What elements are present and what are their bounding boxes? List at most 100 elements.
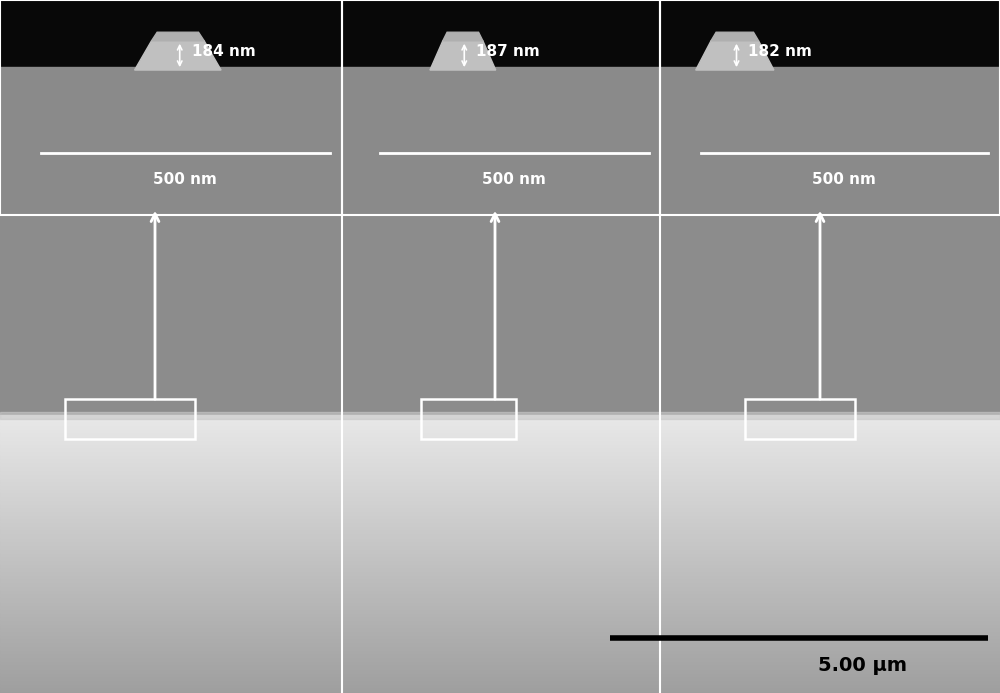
Bar [0, 570, 1000, 572]
Bar [0, 645, 1000, 647]
Bar [0, 643, 1000, 645]
Bar [0, 475, 1000, 477]
Bar [0, 476, 1000, 477]
Bar [0, 490, 1000, 491]
Bar [660, 0, 1000, 67]
Bar [0, 651, 1000, 652]
Bar [0, 454, 1000, 455]
Bar [0, 495, 1000, 496]
Bar [0, 665, 1000, 667]
Bar [0, 622, 1000, 624]
Bar [0, 552, 1000, 554]
Bar [0, 603, 1000, 604]
Bar [0, 549, 1000, 551]
Bar [0, 690, 1000, 692]
Bar [0, 620, 1000, 621]
Bar [0, 610, 1000, 612]
Bar [0, 670, 1000, 672]
Bar [0, 690, 1000, 691]
Bar [0, 681, 1000, 683]
Bar [0, 419, 1000, 421]
Bar [0, 667, 1000, 668]
Bar [0, 589, 1000, 590]
Bar [0, 676, 1000, 677]
Bar [0, 649, 1000, 651]
Bar [0, 424, 1000, 426]
Bar [0, 611, 1000, 613]
Bar [0, 455, 1000, 457]
Bar [0, 532, 1000, 533]
Bar [0, 648, 1000, 649]
Bar [0, 481, 1000, 482]
Bar [0, 473, 1000, 474]
Bar [0, 518, 1000, 519]
Bar [0, 609, 1000, 611]
Bar [0, 561, 1000, 563]
Bar [0, 592, 1000, 593]
Bar [0, 584, 1000, 586]
Bar [0, 515, 1000, 516]
Bar [0, 467, 1000, 468]
Bar [0, 686, 1000, 687]
Bar [0, 495, 1000, 497]
Bar [0, 421, 1000, 422]
Bar [0, 520, 1000, 521]
Bar [0, 647, 1000, 649]
Bar [0, 492, 1000, 493]
Bar [0, 415, 1000, 416]
Text: 182 nm: 182 nm [748, 44, 812, 60]
Bar [0, 498, 1000, 499]
Bar [0, 629, 1000, 631]
Bar [0, 669, 1000, 671]
Bar [0, 457, 1000, 459]
Bar [0, 432, 1000, 435]
Bar [0, 493, 1000, 495]
Bar [0, 547, 1000, 549]
Bar [0, 687, 1000, 690]
Bar [0, 517, 1000, 518]
Bar [0, 562, 1000, 563]
Bar [0, 546, 1000, 548]
Bar [0, 621, 1000, 623]
Bar [0, 485, 1000, 487]
Bar [0, 502, 1000, 504]
Bar [0, 421, 1000, 423]
Bar [0, 428, 1000, 430]
Text: 500 nm: 500 nm [153, 172, 217, 187]
Bar [0, 553, 1000, 554]
Bar [0, 631, 1000, 632]
Bar [0, 520, 1000, 522]
Bar [0, 587, 1000, 588]
Bar [0, 446, 1000, 447]
Bar [0, 462, 1000, 463]
Bar [0, 441, 1000, 443]
Bar [0, 449, 1000, 451]
Bar [0, 681, 1000, 682]
Bar [0, 590, 1000, 593]
Bar [0, 500, 1000, 502]
Bar [0, 579, 1000, 581]
Bar [0, 581, 1000, 583]
Bar [0, 471, 1000, 473]
Bar [0, 543, 1000, 545]
Bar [0, 529, 1000, 532]
Bar [0, 559, 1000, 561]
Bar [0, 646, 1000, 648]
Bar [0, 682, 1000, 684]
Bar [0, 629, 1000, 630]
Bar [0, 523, 1000, 525]
Bar [0, 434, 1000, 435]
Bar [421, 399, 516, 439]
Bar [0, 438, 1000, 440]
Bar [0, 595, 1000, 596]
Bar [0, 632, 1000, 634]
Bar [0, 634, 1000, 635]
Bar [0, 658, 1000, 660]
Bar [0, 613, 1000, 615]
Bar [0, 545, 1000, 547]
Bar [0, 604, 1000, 605]
Bar [0, 456, 1000, 457]
Bar [0, 678, 1000, 679]
Bar [0, 675, 1000, 676]
Bar [0, 584, 1000, 585]
